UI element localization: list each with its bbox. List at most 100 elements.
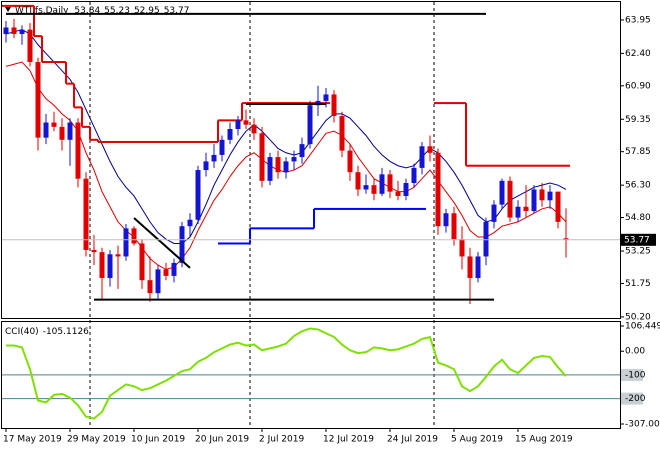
y-tick-label: 106.4497 xyxy=(625,322,660,332)
y-tick-label: 54.80 xyxy=(625,213,651,223)
candle-body xyxy=(99,252,105,279)
candle-body xyxy=(555,191,561,222)
candle-body xyxy=(243,120,249,125)
y-tick-label: 57.85 xyxy=(625,147,651,157)
candle-body xyxy=(451,213,457,240)
candle-body xyxy=(251,124,257,134)
y-tick-label: 51.75 xyxy=(625,279,651,289)
x-tick-label: 15 Aug 2019 xyxy=(515,435,573,445)
candle-body xyxy=(11,27,17,34)
candle-body xyxy=(139,243,145,281)
candle-body xyxy=(51,122,57,127)
last-open: 53.84 xyxy=(74,6,100,16)
candle-body xyxy=(347,150,353,173)
level-label-box xyxy=(621,368,643,381)
x-tick-label: 17 May 2019 xyxy=(3,435,62,445)
candle-body xyxy=(59,126,65,140)
candle-body xyxy=(75,122,81,179)
candle-body xyxy=(131,228,137,244)
x-tick-label: 12 Jul 2019 xyxy=(323,435,374,445)
candle-body xyxy=(211,154,217,162)
candle-body xyxy=(123,228,129,257)
last-high: 55.23 xyxy=(104,6,130,16)
candle-body xyxy=(227,129,233,140)
candle-body xyxy=(435,152,441,227)
candle-body xyxy=(475,256,481,279)
candle-body xyxy=(523,206,529,212)
y-tick-label: 0.00 xyxy=(625,347,645,357)
candle-body xyxy=(419,146,425,168)
candle-body xyxy=(363,185,369,190)
candle-body xyxy=(539,189,545,201)
candle-body xyxy=(459,239,465,257)
y-tick-label: -200 xyxy=(625,394,646,404)
cci-header: CCI(40) -105.1126 xyxy=(5,327,89,337)
trend-line xyxy=(133,217,191,269)
y-tick-label: 59.35 xyxy=(625,115,651,125)
candle-body xyxy=(171,262,177,276)
y-tick-label: 50.20 xyxy=(625,312,651,322)
candle-body xyxy=(219,139,225,155)
candle-body xyxy=(291,157,297,162)
x-tick-label: 24 Jul 2019 xyxy=(387,435,438,445)
y-tick-label: 62.40 xyxy=(625,49,651,59)
y-tick-label: -307.000 xyxy=(625,420,660,430)
candle-body xyxy=(411,167,417,184)
candle-body xyxy=(395,191,401,196)
candle-body xyxy=(371,185,377,194)
candle-body xyxy=(115,254,121,257)
candle-body xyxy=(3,27,9,34)
candle-body xyxy=(67,122,73,140)
candle-body xyxy=(515,206,521,218)
candle-body xyxy=(195,170,201,220)
candle-body xyxy=(339,116,345,151)
cci-title: CCI(40) xyxy=(5,327,39,337)
candle-body xyxy=(163,269,169,276)
candle-body xyxy=(19,29,25,34)
candle-body xyxy=(283,161,289,173)
candle-body xyxy=(491,204,497,222)
candle-body xyxy=(307,105,313,145)
candle-body xyxy=(323,94,329,101)
x-tick-label: 20 Jun 2019 xyxy=(195,435,249,445)
x-tick-label: 5 Aug 2019 xyxy=(451,435,503,445)
candle-body xyxy=(379,174,385,194)
candle-body xyxy=(387,174,393,192)
candle-body xyxy=(355,172,361,190)
candle-body xyxy=(547,191,553,201)
candle-body xyxy=(563,238,569,240)
x-tick-label: 10 Jun 2019 xyxy=(131,435,185,445)
candle-body xyxy=(443,213,449,227)
y-tick-label: 63.95 xyxy=(625,15,651,25)
last-low: 52.95 xyxy=(134,6,160,16)
candle-body xyxy=(259,133,265,181)
candle-body xyxy=(267,157,273,181)
candle-body xyxy=(203,161,209,171)
candle-body xyxy=(331,94,337,117)
candle-body xyxy=(275,157,281,173)
y-tick-label: -100 xyxy=(625,370,646,380)
cci-line xyxy=(6,327,567,420)
candle-body xyxy=(107,254,113,279)
candle-body xyxy=(187,219,193,227)
x-tick-label: 29 May 2019 xyxy=(67,435,126,445)
last-close: 53.77 xyxy=(164,6,190,16)
candle-body xyxy=(499,180,505,205)
last-price-label: 53.77 xyxy=(624,235,650,245)
candle-body xyxy=(467,256,473,279)
menu-arrow[interactable] xyxy=(5,7,11,12)
cci-last: -105.1126 xyxy=(43,327,89,337)
candle-body xyxy=(483,221,489,257)
candle-body xyxy=(531,189,537,212)
candle-body xyxy=(235,120,241,130)
symbol-title: WTI.fs,Daily xyxy=(15,6,69,16)
candle-body xyxy=(507,180,513,218)
candle-body xyxy=(299,144,305,158)
level-label-box xyxy=(621,392,643,405)
moving-average xyxy=(5,29,567,244)
candle-body xyxy=(27,29,33,63)
